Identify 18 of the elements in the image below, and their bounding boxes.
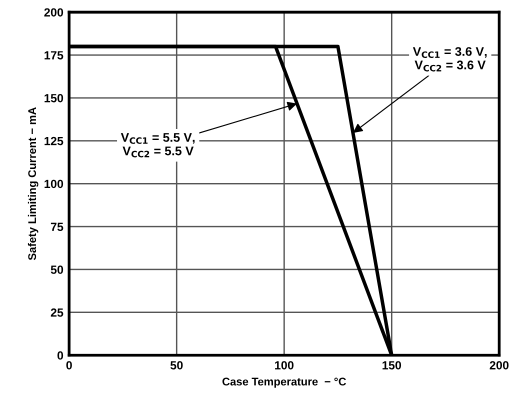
x-axis-title: Case Temperature − °C [222,378,346,388]
text: V$_{CC1}$ = 3.6 V, V$_{CC2}$ = 3.6 V [412,47,487,72]
x-tick-label: 150 [382,361,402,370]
x-tick-label: 200 [490,361,509,370]
y-axis-title: Safety Limiting Current − mA [28,107,38,260]
y-tick-label: 25 [50,308,64,317]
y-tick-label: 200 [44,8,64,17]
x-tick-label: 50 [170,361,183,370]
text: V$_{CC1}$ = 5.5 V, V$_{CC2}$ = 5.5 V [120,133,195,158]
x-tick-label: 0 [66,361,72,370]
y-tick-label: 50 [50,266,64,274]
y-tick-label: 175 [44,51,64,60]
y-tick-label: 150 [44,94,64,102]
y-tick-label: 100 [44,180,64,188]
x-tick-label: 100 [275,361,294,370]
y-tick-label: 0 [57,351,64,360]
y-tick-label: 125 [44,136,64,146]
y-tick-label: 75 [50,222,64,231]
